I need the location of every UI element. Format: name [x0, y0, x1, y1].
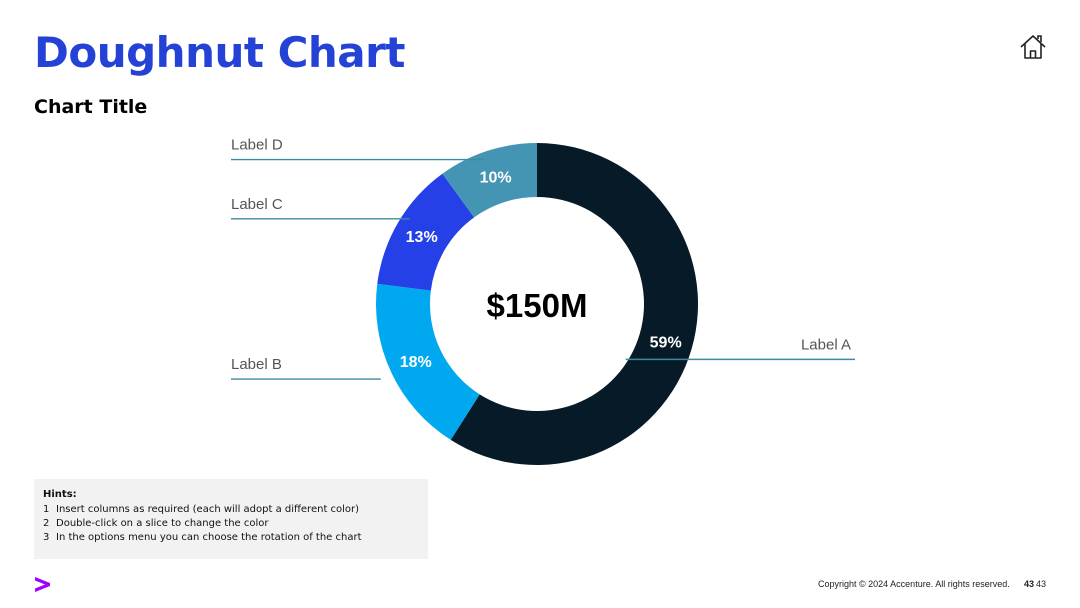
slice-value-label: 59%	[650, 334, 682, 351]
hint-text: Insert columns as required (each will ad…	[56, 504, 360, 515]
hint-text: In the options menu you can choose the r…	[56, 532, 362, 543]
chart-center-label: $150M	[487, 287, 588, 324]
copyright-text: Copyright © 2024 Accenture. All rights r…	[818, 579, 1010, 589]
doughnut-slice-label-b[interactable]	[376, 283, 480, 440]
hint-item: 3 In the options menu you can choose the …	[43, 532, 419, 543]
slice-value-label: 10%	[480, 170, 512, 187]
hint-text: Double-click on a slice to change the co…	[56, 518, 269, 529]
doughnut-chart: 59% 18% 13% 10% Label A Label B Label C Label D…	[231, 137, 855, 465]
doughnut-slice-label-c[interactable]	[377, 173, 475, 291]
slice-value-label: 13%	[406, 229, 438, 246]
hints-title: Hints:	[43, 489, 77, 500]
hint-item: 1 Insert columns as required (each will a…	[43, 504, 419, 515]
hint-number: 3	[43, 532, 50, 543]
hint-number: 2	[43, 518, 50, 529]
hints-box: Hints: 1 Insert columns as required (each…	[34, 479, 428, 559]
category-label: Label A	[801, 336, 851, 353]
accenture-logo-icon	[35, 577, 50, 592]
doughnut-slice-label-a[interactable]	[450, 143, 698, 465]
page-number-plain: 43	[1036, 579, 1047, 589]
page-number-bold: 43	[1024, 579, 1035, 589]
category-label: Label C	[231, 196, 283, 213]
chart-title: Chart Title	[34, 96, 148, 118]
category-label: Label D	[231, 137, 283, 154]
slice-value-label: 18%	[400, 354, 432, 371]
page-title: Doughnut Chart	[34, 28, 405, 77]
doughnut-slice-label-d[interactable]	[442, 143, 537, 218]
hint-number: 1	[43, 504, 50, 515]
hint-item: 2 Double-click on a slice to change the c…	[43, 518, 419, 529]
category-label: Label B	[231, 356, 282, 373]
page-number: 43 43	[1024, 579, 1046, 589]
home-icon[interactable]	[1018, 32, 1048, 62]
